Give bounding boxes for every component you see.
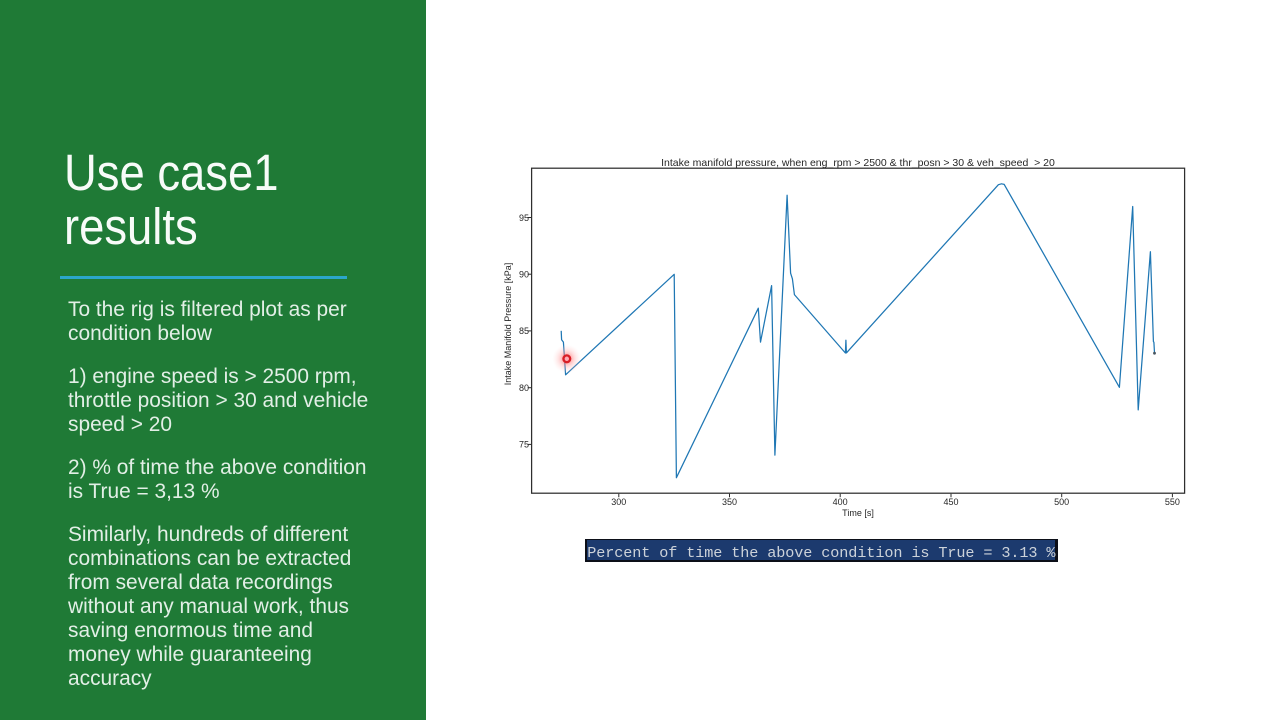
svg-text:300: 300 [611, 497, 626, 507]
svg-text:Intake manifold pressure, when: Intake manifold pressure, when eng_rpm >… [661, 157, 1055, 169]
svg-text:90: 90 [519, 269, 529, 279]
svg-text:500: 500 [1054, 497, 1069, 507]
svg-text:Intake Manifold Pressure [kPa]: Intake Manifold Pressure [kPa] [503, 263, 513, 386]
svg-text:85: 85 [519, 326, 529, 336]
svg-text:95: 95 [519, 213, 529, 223]
svg-text:400: 400 [833, 497, 848, 507]
svg-text:80: 80 [519, 383, 529, 393]
svg-text:75: 75 [519, 440, 529, 450]
svg-text:450: 450 [943, 497, 958, 507]
svg-text:350: 350 [722, 497, 737, 507]
svg-text:Time [s]: Time [s] [842, 508, 874, 518]
svg-text:550: 550 [1165, 497, 1180, 507]
